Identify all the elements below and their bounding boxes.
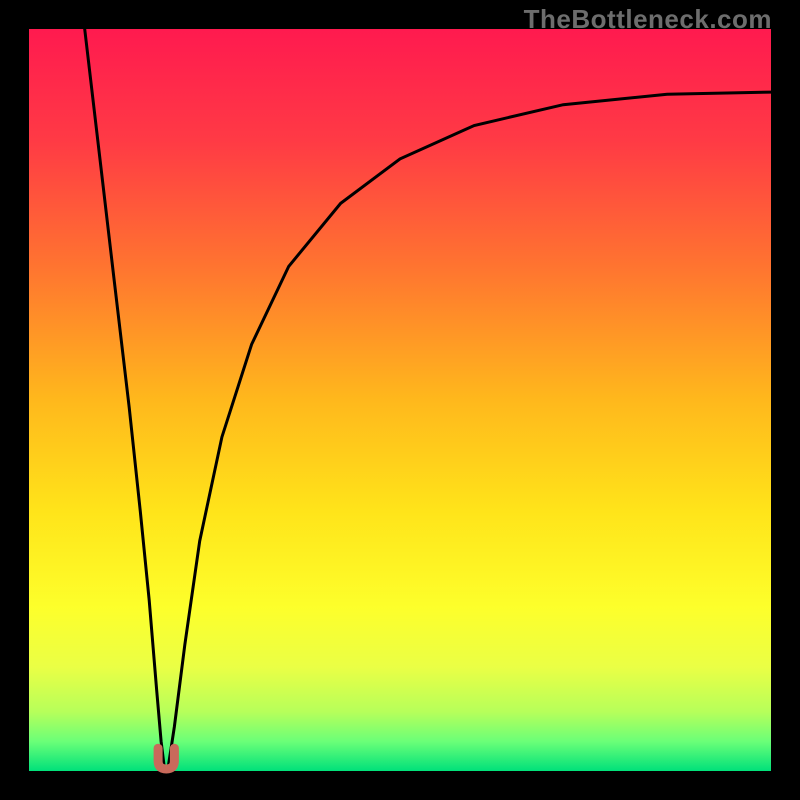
chart-frame: TheBottleneck.com <box>0 0 800 800</box>
bottleneck-chart <box>0 0 800 800</box>
watermark-label: TheBottleneck.com <box>524 4 772 35</box>
plot-background <box>29 29 771 771</box>
